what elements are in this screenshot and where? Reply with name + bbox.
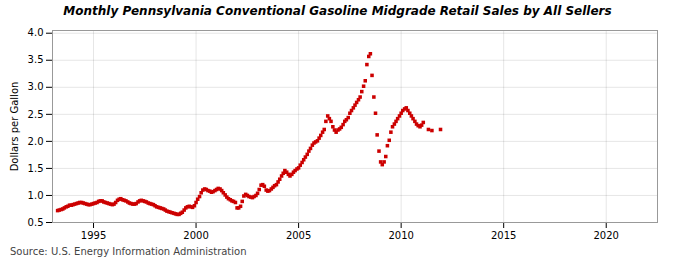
svg-text:3.5: 3.5 (28, 54, 44, 65)
svg-text:2.5: 2.5 (28, 109, 44, 120)
svg-text:0.5: 0.5 (28, 217, 44, 228)
svg-text:3.0: 3.0 (28, 81, 44, 92)
svg-text:Dollars per Gallon: Dollars per Gallon (9, 82, 20, 172)
svg-text:2015: 2015 (491, 230, 516, 241)
svg-text:1.5: 1.5 (28, 163, 44, 174)
svg-text:1995: 1995 (81, 230, 106, 241)
html-text:Monthly Pennsylvania Conventio: Monthly Pennsylvania Conventional Gasoli… (63, 4, 612, 18)
svg-text:4.0: 4.0 (28, 27, 44, 38)
svg-text:1.0: 1.0 (28, 190, 44, 201)
svg-text:2.0: 2.0 (28, 136, 44, 147)
html-text:Source: U.S. Energy Informatio: Source: U.S. Energy Information Administ… (10, 246, 247, 257)
svg-text:2005: 2005 (286, 230, 311, 241)
svg-text:2020: 2020 (594, 230, 619, 241)
svg-text:2010: 2010 (388, 230, 413, 241)
svg-text:2000: 2000 (183, 230, 208, 241)
